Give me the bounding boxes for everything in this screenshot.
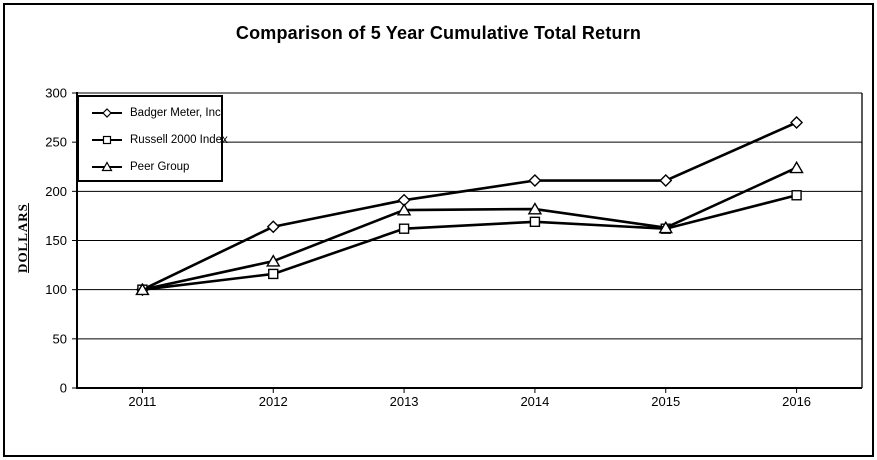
data-point-triangle <box>396 203 412 216</box>
legend-item-russell-2000: Russell 2000 Index <box>79 126 228 153</box>
chart-title: Comparison of 5 Year Cumulative Total Re… <box>235 23 642 43</box>
triangle-marker-icon <box>92 160 122 171</box>
data-point-diamond <box>528 174 542 188</box>
legend: Badger Meter, Inc. Russell 2000 Index Pe… <box>77 95 228 182</box>
legend-label: Peer Group <box>130 160 190 173</box>
legend-item-peer-group: Peer Group <box>79 153 221 180</box>
x-tick-label: 2013 <box>390 394 419 409</box>
series-line-2 <box>142 166 798 291</box>
data-point-diamond <box>790 116 804 129</box>
x-tick-label: 2011 <box>128 394 156 409</box>
data-point-triangle <box>135 282 150 296</box>
legend-label: Russell 2000 Index <box>130 133 228 146</box>
series-line-0 <box>141 121 798 291</box>
x-tick-label: 2016 <box>782 394 811 409</box>
legend-label: Badger Meter, Inc. <box>130 106 224 119</box>
x-tick-label: 2014 <box>520 394 549 409</box>
data-point-square <box>791 190 802 201</box>
legend-item-badger-meter: Badger Meter, Inc. <box>79 99 224 126</box>
y-tick-label: 200 <box>45 184 67 199</box>
data-point-square <box>268 268 279 280</box>
y-tick-label: 250 <box>45 135 67 150</box>
square-marker-icon <box>92 135 122 144</box>
y-tick-label: 0 <box>60 381 67 396</box>
x-tick-label: 2012 <box>259 394 288 409</box>
data-point-square <box>398 223 410 234</box>
diamond-marker-icon <box>92 107 122 118</box>
series-line-1 <box>142 194 797 291</box>
data-point-triangle <box>789 160 804 174</box>
y-tick-label: 150 <box>45 233 67 248</box>
data-point-triangle <box>527 202 543 215</box>
data-point-triangle <box>658 220 673 234</box>
data-point-diamond <box>659 174 673 188</box>
data-point-square <box>529 216 541 228</box>
y-tick-label: 50 <box>53 331 67 346</box>
data-point-diamond <box>266 220 280 234</box>
x-tick-label: 2015 <box>651 394 680 409</box>
data-point-triangle <box>266 254 281 267</box>
y-tick-label: 300 <box>45 86 67 101</box>
y-tick-label: 100 <box>45 282 67 297</box>
